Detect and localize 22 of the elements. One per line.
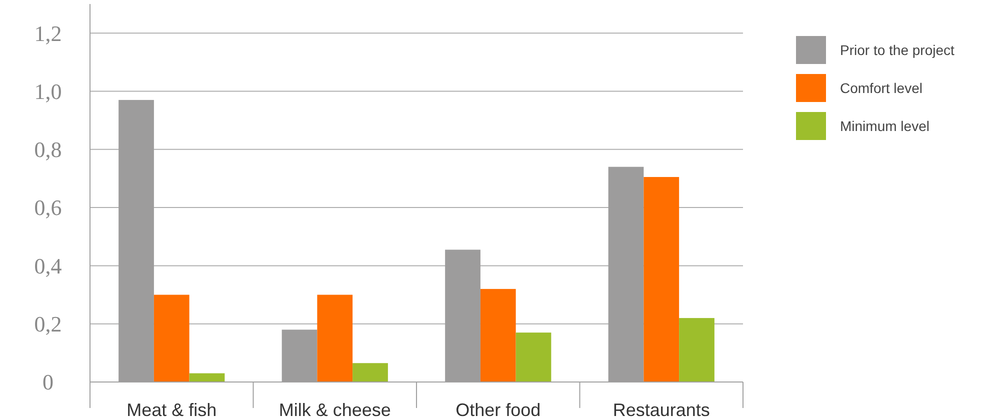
- legend-label: Prior to the project: [840, 42, 954, 58]
- bar: [189, 373, 225, 382]
- legend-label: Comfort level: [840, 80, 922, 96]
- y-tick-label: 0: [42, 370, 54, 395]
- bar: [480, 288, 516, 382]
- x-tick-label: Other food: [456, 400, 541, 420]
- y-tick-label: 1,0: [34, 78, 62, 104]
- y-tick-label: 0,2: [34, 312, 62, 337]
- bar: [317, 294, 353, 382]
- y-tick-label: 1,2: [34, 20, 62, 46]
- legend-label: Minimum level: [840, 118, 930, 134]
- bar: [679, 318, 714, 382]
- bar: [154, 294, 190, 382]
- x-tick-label: Meat & fish: [126, 400, 217, 420]
- y-tick-label: 0,8: [34, 137, 62, 162]
- bar: [352, 363, 388, 382]
- x-tick-label: Milk & cheese: [278, 400, 391, 420]
- y-tick-label: 0,6: [34, 195, 62, 220]
- bar: [644, 177, 680, 382]
- bar: [516, 332, 552, 382]
- x-tick-label: Restaurants: [612, 400, 710, 420]
- y-tick-label: 0,4: [34, 253, 62, 278]
